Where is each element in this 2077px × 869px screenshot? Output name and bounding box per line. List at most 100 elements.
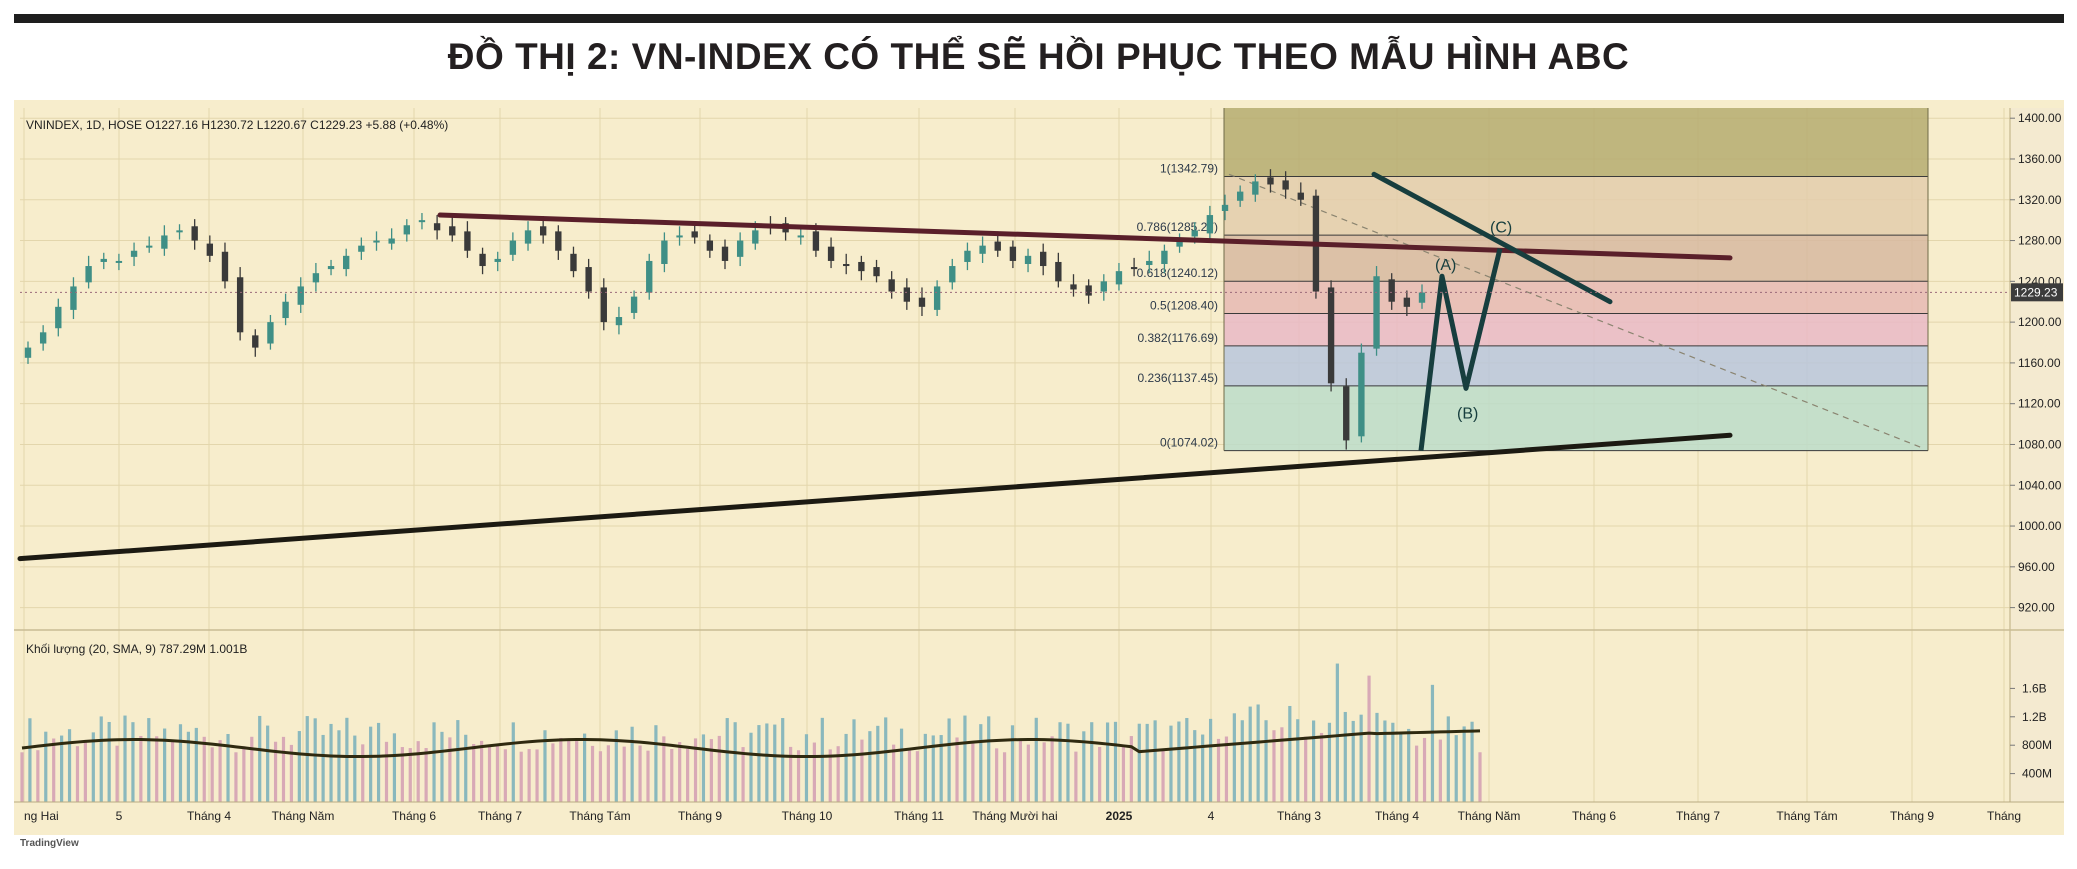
price-candle <box>706 240 714 251</box>
volume-bar <box>915 751 920 802</box>
price-candle <box>1176 240 1183 247</box>
volume-bar <box>860 739 864 802</box>
volume-bar <box>1208 718 1213 802</box>
volume-bar <box>503 749 507 802</box>
price-candle <box>843 264 850 267</box>
price-tick-label: 1160.00 <box>2018 356 2061 370</box>
volume-bar <box>907 750 912 802</box>
volume-bar <box>1169 725 1173 802</box>
volume-bar <box>289 744 294 802</box>
price-candle <box>736 240 744 257</box>
volume-bar <box>693 738 698 802</box>
volume-bar <box>345 717 349 802</box>
fib-level-label: 0(1074.02) <box>1160 436 1218 450</box>
time-tick-label: Tháng 7 <box>478 809 522 823</box>
volume-bar <box>1407 728 1411 802</box>
price-candle <box>24 347 32 358</box>
price-candle <box>191 226 198 241</box>
time-tick-label: Tháng 3 <box>1277 809 1321 823</box>
price-candle <box>146 245 153 248</box>
price-candle <box>1373 276 1380 349</box>
volume-bar <box>186 731 191 802</box>
volume-bar <box>400 747 404 802</box>
volume-bar <box>971 742 975 802</box>
price-candle <box>918 297 926 307</box>
price-candle <box>252 335 259 348</box>
volume-bar <box>44 731 48 802</box>
volume-bar <box>337 730 341 802</box>
wave-label-a: (A) <box>1435 257 1456 274</box>
volume-bar <box>194 727 198 802</box>
price-candle <box>433 223 441 231</box>
volume-bar <box>440 731 444 802</box>
volume-bar <box>963 715 967 802</box>
volume-bar <box>1454 735 1458 802</box>
volume-bar <box>1224 736 1229 802</box>
volume-bar <box>979 724 983 802</box>
price-candle <box>1388 279 1395 302</box>
volume-bar <box>1304 736 1308 802</box>
price-tick-label: 1400.00 <box>2018 111 2062 125</box>
abc-wave <box>1418 248 1503 451</box>
time-tick-label: 5 <box>116 809 123 823</box>
volume-bar <box>590 745 595 802</box>
price-chart: 1(1342.79) 0.786(1285.27) 0.618(1240.12) 0.… <box>14 100 2064 849</box>
volume-bar <box>789 746 793 802</box>
volume-bar <box>250 736 254 802</box>
volume-bar <box>408 748 412 802</box>
fib-zone <box>1224 176 1928 236</box>
price-candle <box>827 246 835 261</box>
price-tick-label: 1040.00 <box>2018 478 2062 492</box>
price-candle <box>888 279 895 292</box>
price-candle <box>206 243 214 256</box>
volume-bar <box>202 736 206 802</box>
volume-bar <box>1058 722 1062 802</box>
price-tick-label: 1000.00 <box>2018 519 2062 533</box>
volume-bar <box>995 748 999 802</box>
time-tick-label: 4 <box>1208 809 1215 823</box>
volume-bar <box>1121 745 1126 802</box>
price-candle <box>1418 292 1426 303</box>
price-tick-label: 1280.00 <box>2018 234 2062 248</box>
price-candle <box>85 266 92 283</box>
price-candle <box>449 226 456 236</box>
volume-bar <box>1129 736 1133 802</box>
volume-bar <box>1018 740 1023 802</box>
time-tick-label: Tháng 9 <box>678 809 722 823</box>
volume-bar <box>60 735 64 802</box>
volume-bar <box>448 737 452 802</box>
volume-bar <box>575 738 579 802</box>
price-candle <box>933 286 941 310</box>
price-candle <box>1236 191 1244 201</box>
price-candle <box>1206 215 1214 234</box>
volume-bar <box>796 750 801 802</box>
volume-bar <box>1177 721 1181 802</box>
price-candle <box>1267 177 1274 185</box>
volume-bar <box>717 735 721 802</box>
volume-bar <box>266 725 270 802</box>
time-tick-label: Tháng Tám <box>1776 809 1837 823</box>
volume-bar <box>812 742 816 802</box>
volume-bar <box>1470 721 1474 802</box>
volume-bar <box>28 718 32 802</box>
price-tick-label: 1080.00 <box>2018 437 2062 451</box>
price-candle <box>161 235 168 249</box>
volume-bar <box>1446 716 1450 802</box>
volume-bar <box>1090 722 1094 802</box>
price-candle <box>539 226 547 236</box>
fib-level-label: 0.5(1208.40) <box>1150 299 1218 313</box>
price-candle <box>1130 267 1138 270</box>
fib-zone <box>1224 345 1928 386</box>
price-axis-background <box>2011 108 2064 802</box>
time-tick-label: 2025 <box>1106 809 1133 823</box>
price-candle <box>615 317 623 326</box>
volume-bar <box>1327 722 1332 802</box>
volume-bar <box>709 739 713 802</box>
volume-bar <box>559 737 563 802</box>
wave-label-b: (B) <box>1457 405 1478 422</box>
volume-bar <box>1256 704 1260 802</box>
volume-bar <box>297 731 301 802</box>
volume-bar <box>487 745 492 802</box>
price-candle <box>721 246 729 261</box>
price-candle <box>494 258 501 262</box>
